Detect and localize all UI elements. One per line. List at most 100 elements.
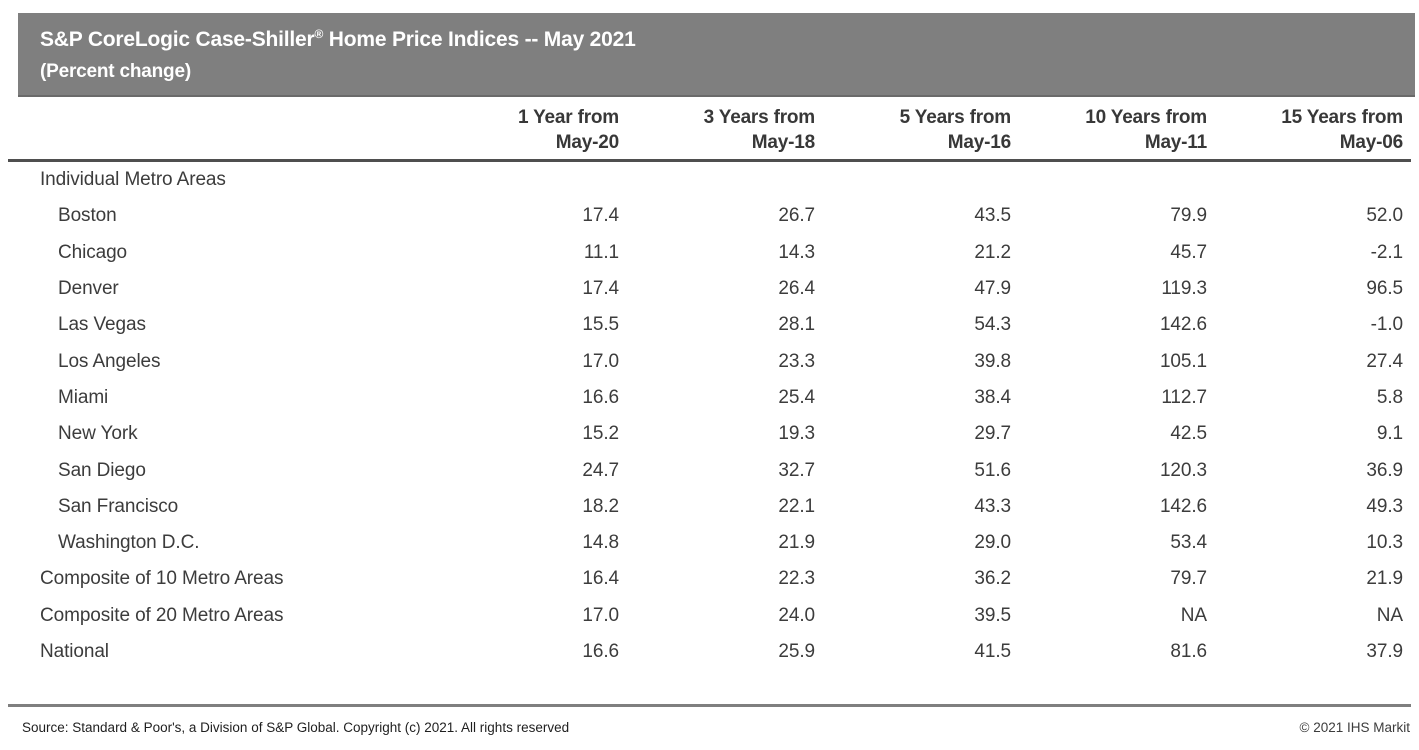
title-bar: S&P CoreLogic Case-Shiller® Home Price I… xyxy=(18,13,1415,97)
row-label: Composite of 20 Metro Areas xyxy=(40,604,284,626)
value-cell: 5.8 xyxy=(1376,386,1403,408)
row-label: Composite of 10 Metro Areas xyxy=(40,568,284,590)
value-cell: 14.3 xyxy=(778,241,815,263)
value-cell: 36.2 xyxy=(974,568,1011,590)
value-cell: 79.9 xyxy=(1170,205,1207,227)
value-cell: 37.9 xyxy=(1366,641,1403,662)
table-row: New York 15.2 19.3 29.7 42.5 9.1 xyxy=(8,416,1411,452)
table-row: Composite of 10 Metro Areas 16.4 22.3 36.2 7… xyxy=(8,561,1411,597)
value-cell: 25.4 xyxy=(778,386,815,408)
value-cell: 29.0 xyxy=(974,532,1011,554)
value-cell: 39.5 xyxy=(974,604,1011,626)
value-cell: 26.4 xyxy=(778,278,815,300)
value-cell: 24.7 xyxy=(582,459,619,481)
row-label: Las Vegas xyxy=(58,314,146,336)
value-cell: NA xyxy=(1376,604,1403,626)
value-cell: 17.4 xyxy=(582,278,619,300)
value-cell: 28.1 xyxy=(778,314,815,336)
value-cell: 43.5 xyxy=(974,205,1011,227)
row-label: Denver xyxy=(58,278,119,300)
report-title-text: S&P CoreLogic Case-Shiller xyxy=(40,28,315,51)
value-cell: 29.7 xyxy=(974,423,1011,445)
column-header: 15 Years from May-06 xyxy=(1281,107,1403,153)
value-cell: 19.3 xyxy=(778,423,815,445)
row-label: San Francisco xyxy=(58,495,179,517)
value-cell: 25.9 xyxy=(778,641,815,662)
value-cell: 41.5 xyxy=(974,641,1011,662)
value-cell: 120.3 xyxy=(1159,459,1207,481)
value-cell: 53.4 xyxy=(1170,532,1207,554)
footer-source-text: Source: Standard & Poor's, a Division of… xyxy=(22,720,570,735)
value-cell: 51.6 xyxy=(974,459,1011,481)
value-cell: 96.5 xyxy=(1366,278,1403,300)
value-cell: 16.4 xyxy=(582,568,619,590)
value-cell: 38.4 xyxy=(974,386,1011,408)
report-title-date: Home Price Indices -- May 2021 xyxy=(323,28,636,51)
value-cell: 27.4 xyxy=(1366,350,1403,372)
value-cell: 15.2 xyxy=(582,423,619,445)
value-cell: 119.3 xyxy=(1161,278,1207,300)
value-cell: 22.1 xyxy=(778,495,815,517)
value-cell: 16.6 xyxy=(582,641,619,662)
value-cell: 105.1 xyxy=(1159,350,1207,372)
value-cell: 14.8 xyxy=(582,532,619,554)
column-header: 5 Years from May-16 xyxy=(899,107,1012,153)
footer: Source: Standard & Poor's, a Division of… xyxy=(8,706,1411,735)
row-label: Miami xyxy=(58,386,109,408)
value-cell: -1.0 xyxy=(1370,314,1403,336)
value-cell: 10.3 xyxy=(1366,532,1403,554)
row-label: Individual Metro Areas xyxy=(40,169,226,191)
value-cell: 21.9 xyxy=(778,532,815,554)
value-cell: -2.1 xyxy=(1370,241,1403,263)
value-cell: 23.3 xyxy=(778,350,815,372)
value-cell: 142.6 xyxy=(1159,314,1207,336)
report-subtitle: (Percent change) xyxy=(40,61,191,82)
report-title: S&P CoreLogic Case-Shiller® Home Price I… xyxy=(40,23,1415,56)
value-cell: 45.7 xyxy=(1170,241,1207,263)
table-row: Individual Metro Areas xyxy=(8,162,1411,198)
value-cell: 22.3 xyxy=(778,568,815,590)
value-cell: 21.9 xyxy=(1366,568,1403,590)
value-cell: 24.0 xyxy=(778,604,815,626)
row-label: Chicago xyxy=(58,241,128,263)
row-label: National xyxy=(40,641,109,662)
column-header: 10 Years from May-11 xyxy=(1085,107,1207,153)
column-header: 1 Year from May-20 xyxy=(518,107,619,153)
value-cell: 32.7 xyxy=(778,459,815,481)
table-body: Individual Metro Areas Boston 17.4 26.7 43.5… xyxy=(8,162,1411,670)
value-cell: 43.3 xyxy=(974,495,1011,517)
value-cell: 49.3 xyxy=(1366,495,1403,517)
row-label: Washington D.C. xyxy=(58,532,200,554)
value-cell: 17.0 xyxy=(582,604,619,626)
value-cell: 54.3 xyxy=(974,314,1011,336)
value-cell: 9.1 xyxy=(1376,423,1403,445)
value-cell: 79.7 xyxy=(1170,568,1207,590)
price-index-table: 1 Year from May-20 3 Years from May-18 5 Yea… xyxy=(8,100,1411,708)
row-label: San Diego xyxy=(58,459,146,481)
table-row: Chicago 11.1 14.3 21.2 45.7 -2.1 xyxy=(8,235,1411,271)
table-row: Composite of 20 Metro Areas 17.0 24.0 39.5 N… xyxy=(8,598,1411,634)
value-cell: 47.9 xyxy=(974,278,1011,300)
table-header-row: 1 Year from May-20 3 Years from May-18 5 Yea… xyxy=(8,100,1411,162)
table-row: San Diego 24.7 32.7 51.6 120.3 36.9 xyxy=(8,452,1411,488)
value-cell: 26.7 xyxy=(778,205,815,227)
table-row: San Francisco 18.2 22.1 43.3 142.6 49.3 xyxy=(8,489,1411,525)
registered-trademark-symbol: ® xyxy=(314,27,324,41)
footer-copyright-text: © 2021 IHS Markit xyxy=(1299,720,1411,735)
table-row: Las Vegas 15.5 28.1 54.3 142.6 -1.0 xyxy=(8,307,1411,343)
value-cell: 16.6 xyxy=(582,386,619,408)
value-cell: 17.0 xyxy=(582,350,619,372)
table-row: Washington D.C. 14.8 21.9 29.0 53.4 10.3 xyxy=(8,525,1411,561)
row-label: New York xyxy=(58,423,138,445)
value-cell: NA xyxy=(1180,604,1207,626)
table-row: National 16.6 25.9 41.5 81.6 37.9 xyxy=(8,634,1411,670)
value-cell: 42.5 xyxy=(1170,423,1207,445)
table-bottom-rule xyxy=(8,704,1411,708)
table-row: Boston 17.4 26.7 43.5 79.9 52.0 xyxy=(8,198,1411,234)
value-cell: 15.5 xyxy=(582,314,619,336)
value-cell: 142.6 xyxy=(1159,495,1207,517)
value-cell: 11.1 xyxy=(583,241,619,263)
value-cell: 39.8 xyxy=(974,350,1011,372)
value-cell: 36.9 xyxy=(1366,459,1403,481)
value-cell: 112.7 xyxy=(1161,386,1207,408)
